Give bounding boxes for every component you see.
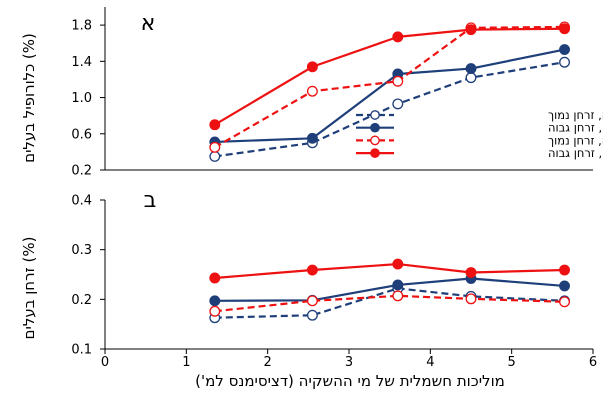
panel-a-series-0-point: [209, 150, 221, 162]
panel-a-series-1-point: [465, 63, 477, 75]
legend-entry-label: ללא מיקוריזה, זרחן נמוך: [548, 108, 603, 122]
panel-b-series-3-point: [392, 258, 404, 270]
panel-b-y-tick-label: 0.1: [71, 343, 92, 358]
panel-a-series-0-line: [214, 61, 565, 158]
panel-b-series-2-point: [559, 296, 570, 308]
panel-b-series-3-line: [214, 262, 565, 280]
panel-b-letter: ב: [144, 188, 157, 213]
panel-a-series-2-point: [306, 85, 318, 97]
panel-b-series-1-point: [559, 280, 570, 292]
panel-b-series-3-point: [559, 264, 570, 276]
x-tick-label: 4: [426, 355, 434, 370]
panel-a-series-1-point: [306, 132, 318, 144]
panel-b-series-2-point: [306, 295, 318, 307]
panel-a-series-1-point: [559, 44, 570, 56]
panel-a-y-tick-label: 1.8: [71, 19, 92, 34]
panel-b-series-2-point: [392, 290, 404, 302]
panel-b-y-tick-label: 0.2: [71, 293, 92, 308]
x-tick-label: 3: [345, 355, 353, 370]
panel-a-y-tick-label: 0.6: [71, 127, 92, 142]
legend-entry-label: עם מיקוריזה, זרחן גבוה: [548, 146, 603, 160]
panel-b-series-2-point: [465, 293, 477, 305]
x-tick-label: 1: [182, 355, 190, 370]
legend-entry-label: ללא מיקוריזה, זרחן גבוה: [548, 121, 603, 135]
panel-a: א כלורופיל בעלים (%) 0.2 0.6 1.0 1.4 1.8 ללא …: [20, 7, 603, 179]
legend-entry-label: עם מיקוריזה, זרחן נמוך: [548, 133, 603, 147]
panel-a-series-0-point: [392, 98, 404, 110]
panel-b-y-tick-label: 0.4: [71, 194, 92, 209]
panel-b-series-2-point: [209, 305, 221, 317]
panel-a-series-3-point: [306, 61, 318, 73]
legend-swatch-marker: [370, 135, 380, 146]
panel-a-series-3-point: [559, 23, 570, 35]
panel-a-series-3-line: [214, 27, 565, 126]
panel-a-y-axis-title: כלורופיל בעלים (%): [20, 33, 38, 163]
panel-a-y-tick-label: 0.2: [71, 164, 92, 179]
panel-a-letter: א: [141, 11, 156, 36]
panel-a-series-0-point: [559, 56, 570, 68]
x-tick-label: 5: [508, 355, 516, 370]
panel-a-series-3-point: [392, 31, 404, 43]
legend-swatch-marker: [370, 148, 380, 158]
panel-b: ב זרחן בעלים (%) מוליכות חשמלית של מי הה…: [20, 188, 597, 390]
x-tick-label: 2: [264, 355, 272, 370]
panel-b-series-3-point: [209, 272, 221, 284]
panel-a-series-2-line: [214, 25, 565, 149]
x-axis-title: מוליכות חשמלית של מי ההשקיה (דציסימנס למ…: [195, 372, 505, 390]
panel-b-series-0-point: [306, 309, 318, 321]
legend: ללא מיקוריזה, זרחן נמוךללא מיקוריזה, זרח…: [356, 108, 603, 160]
x-tick-label: 6: [589, 355, 597, 370]
panel-a-series-2-point: [392, 75, 404, 87]
panel-a-series-0-point: [465, 72, 477, 84]
panel-b-series-1-point: [209, 295, 221, 307]
x-tick-label: 0: [101, 355, 109, 370]
panel-a-y-tick-label: 1.4: [71, 55, 92, 70]
panel-b-series-2-line: [214, 294, 565, 313]
panel-b-series-3-point: [465, 267, 477, 278]
panel-a-series-3-point: [465, 24, 477, 36]
panel-a-series-2-point: [209, 141, 221, 153]
panel-b-series-1-point: [392, 279, 404, 291]
legend-swatch-marker: [370, 122, 380, 133]
panel-a-series-3-point: [209, 119, 221, 131]
panel-b-series-3-point: [306, 264, 318, 276]
panel-b-series-0-line: [214, 287, 565, 319]
panel-b-y-tick-label: 0.3: [71, 243, 92, 258]
panel-b-y-axis-title: זרחן בעלים (%): [20, 237, 38, 340]
legend-swatch-marker: [370, 110, 380, 120]
panel-a-y-tick-label: 1.0: [71, 91, 92, 106]
